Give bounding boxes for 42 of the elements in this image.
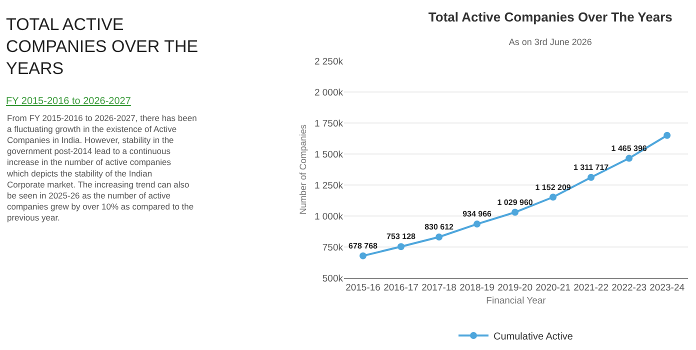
x-tick-label: 2017-18 xyxy=(422,282,456,294)
x-axis-title: Financial Year xyxy=(486,296,546,307)
point xyxy=(626,154,633,162)
y-tick-label: 2 250k xyxy=(314,56,344,68)
point xyxy=(474,220,481,228)
data-label: 1 311 717 xyxy=(573,162,610,172)
point xyxy=(398,243,405,250)
y-tick-label: 500k xyxy=(322,273,344,284)
x-tick-label: 2022-23 xyxy=(612,282,647,294)
data-label: 1 152 209 xyxy=(535,182,572,192)
chart-title: Total Active Companies Over The Years xyxy=(428,9,672,24)
point xyxy=(360,252,367,260)
text: FY 2015-2016 to 2026-2027 xyxy=(6,96,132,107)
legend-label: Cumulative Active xyxy=(494,331,574,342)
y-tick-label: 1 000k xyxy=(314,211,344,222)
point xyxy=(550,194,557,201)
point xyxy=(588,174,595,181)
point xyxy=(512,208,519,216)
data-label: 1 465 396 xyxy=(611,144,648,153)
x-tick-label: 2015-16 xyxy=(346,282,380,294)
y-tick-label: 1 750k xyxy=(314,118,344,130)
x-tick-label: 2018-19 xyxy=(460,282,494,294)
text: From FY 2015-2016 to 2026-2027, there has been a fluctuating growth in the existence of Active Companies in India. However, stability in the government post-2014 lead to a continuous increase in the number of active companies which depicts the stability of the Indian Corporate market. The increasing trend can also be seen in 2025-26 as the number of active companies grew by over 10% as compared to the previous year. xyxy=(7,113,197,222)
data-label: 934 966 xyxy=(462,210,492,219)
point xyxy=(436,234,443,240)
data-label: 678 768 xyxy=(348,241,378,250)
x-tick-label: 2023-24 xyxy=(650,282,685,294)
data-label: 1 029 960 xyxy=(497,198,534,207)
data-label: 753 128 xyxy=(386,232,416,242)
x-tick-label: 2016-17 xyxy=(384,282,418,294)
chart-subtitle: As on 3rd June 2026 xyxy=(508,37,592,48)
x-tick-label: 2021-22 xyxy=(574,282,609,294)
data-label: 830 612 xyxy=(424,222,454,232)
text: TOTAL ACTIVE COMPANIES OVER THE YEARS xyxy=(6,15,198,78)
y-tick-label: 1 500k xyxy=(314,149,344,160)
point xyxy=(664,132,671,139)
x-tick-label: 2020-21 xyxy=(536,282,570,294)
y-tick-label: 2 000k xyxy=(314,87,344,98)
y-tick-label: 750k xyxy=(322,242,344,254)
x-tick-label: 2019-20 xyxy=(498,282,532,294)
y-tick-label: 1 250k xyxy=(314,180,344,192)
y-axis-title: Number of Companies xyxy=(298,124,308,215)
